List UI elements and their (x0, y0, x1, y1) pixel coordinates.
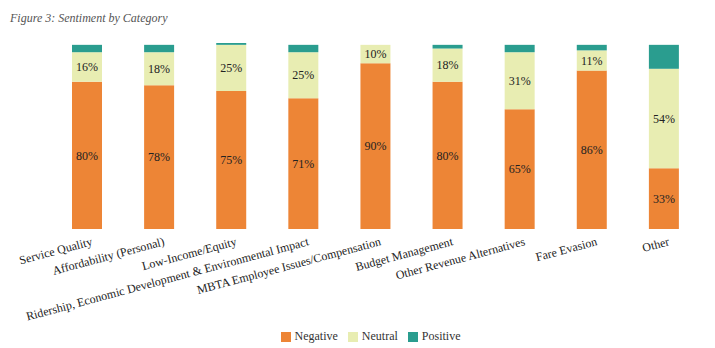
svg-text:86%: 86% (581, 143, 603, 157)
svg-text:65%: 65% (509, 162, 531, 176)
svg-text:71%: 71% (292, 157, 314, 171)
svg-text:Other: Other (641, 234, 671, 255)
svg-text:Service Quality: Service Quality (17, 234, 94, 268)
svg-text:78%: 78% (148, 150, 170, 164)
svg-text:MBTA Employee Issues/Compensat: MBTA Employee Issues/Compensation (195, 234, 382, 297)
svg-text:90%: 90% (364, 139, 386, 153)
html-text:Figure 3: Sentiment by Categor: Figure 3: Sentiment by Category (10, 11, 168, 25)
html-text:Positive: Positive (421, 329, 461, 343)
svg-text:25%: 25% (220, 61, 242, 75)
svg-text:31%: 31% (509, 74, 531, 88)
svg-text:Affordability (Personal): Affordability (Personal) (50, 234, 166, 278)
svg-text:Budget Management: Budget Management (353, 234, 455, 274)
svg-text:25%: 25% (292, 68, 314, 82)
svg-text:80%: 80% (76, 149, 98, 163)
svg-text:Fare Evasion: Fare Evasion (534, 234, 598, 264)
svg-text:33%: 33% (653, 192, 675, 206)
svg-text:11%: 11% (581, 54, 603, 68)
html-text:Negative: Negative (294, 329, 338, 343)
svg-text:54%: 54% (653, 112, 675, 126)
svg-text:18%: 18% (437, 58, 459, 72)
svg-text:18%: 18% (148, 62, 170, 76)
svg-text:80%: 80% (437, 149, 459, 163)
svg-text:10%: 10% (364, 47, 386, 61)
svg-text:75%: 75% (220, 153, 242, 167)
svg-text:Other Revenue Alternatives: Other Revenue Alternatives (394, 234, 527, 282)
svg-text:Low-Income/Equity: Low-Income/Equity (140, 234, 239, 274)
svg-text:Ridership, Economic Developmen: Ridership, Economic Development & Enviro… (25, 234, 311, 323)
html-text:Neutral: Neutral (361, 329, 398, 343)
svg-text:16%: 16% (76, 60, 98, 74)
